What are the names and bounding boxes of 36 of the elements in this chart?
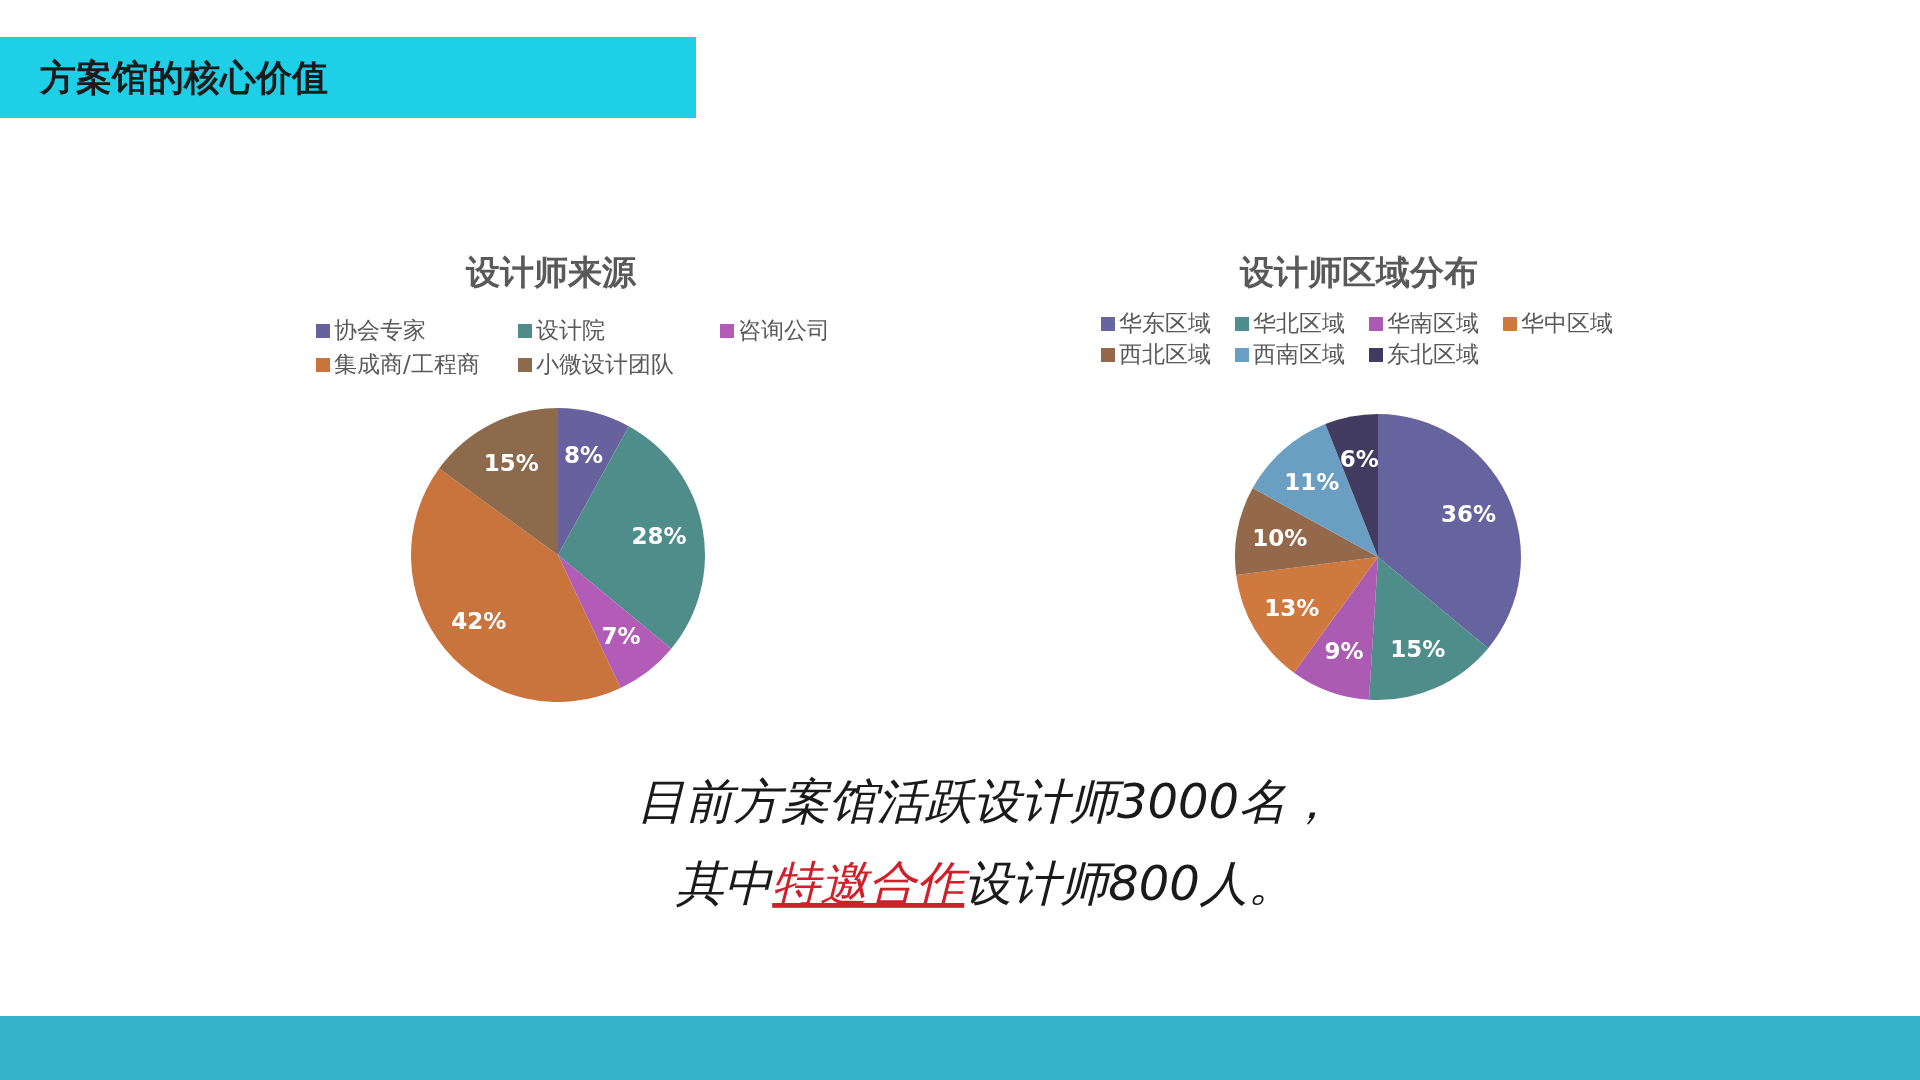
chart-title: 设计师区域分布 [1239, 252, 1478, 292]
legend-label: 设计院 [536, 317, 605, 343]
data-label: 36% [1441, 501, 1497, 528]
data-label: 13% [1264, 594, 1320, 621]
data-label: 28% [631, 522, 687, 549]
legend-label: 协会专家 [334, 317, 426, 343]
data-label: 6% [1339, 445, 1379, 472]
data-label: 10% [1252, 525, 1308, 552]
legend-label: 华中区域 [1521, 310, 1613, 336]
pie-slice [558, 408, 629, 555]
pie-slice [1235, 488, 1378, 575]
data-label: 8% [564, 442, 604, 469]
text: 方案馆的核心价值 [39, 57, 328, 98]
chart-title: 设计师来源 [465, 252, 637, 292]
legend-label: 集成商/工程商 [334, 351, 480, 377]
data-label: 7% [601, 623, 641, 650]
legend-label: 华北区域 [1253, 310, 1345, 336]
pie-slice [1369, 557, 1489, 700]
legend-label: 华东区域 [1119, 310, 1211, 336]
legend-label: 西北区域 [1119, 341, 1211, 367]
data-label: 15% [483, 450, 539, 477]
legend-label: 咨询公司 [738, 317, 830, 343]
legend-label: 西南区域 [1253, 341, 1345, 367]
pie-slice [1236, 557, 1378, 673]
pie-slice [558, 555, 672, 689]
text: 目前方案馆活跃设计师3000名， [636, 773, 1336, 829]
pie-slice [439, 408, 558, 555]
pie-slice [558, 426, 705, 649]
data-label: 15% [1390, 635, 1446, 662]
pie-slice [1252, 424, 1378, 557]
data-label: 42% [451, 607, 507, 634]
legend-label: 小微设计团队 [536, 351, 674, 377]
data-label: 11% [1284, 468, 1340, 495]
legend-label: 东北区域 [1387, 341, 1479, 367]
legend-label: 华南区域 [1387, 310, 1479, 336]
data-label: 9% [1324, 638, 1364, 665]
